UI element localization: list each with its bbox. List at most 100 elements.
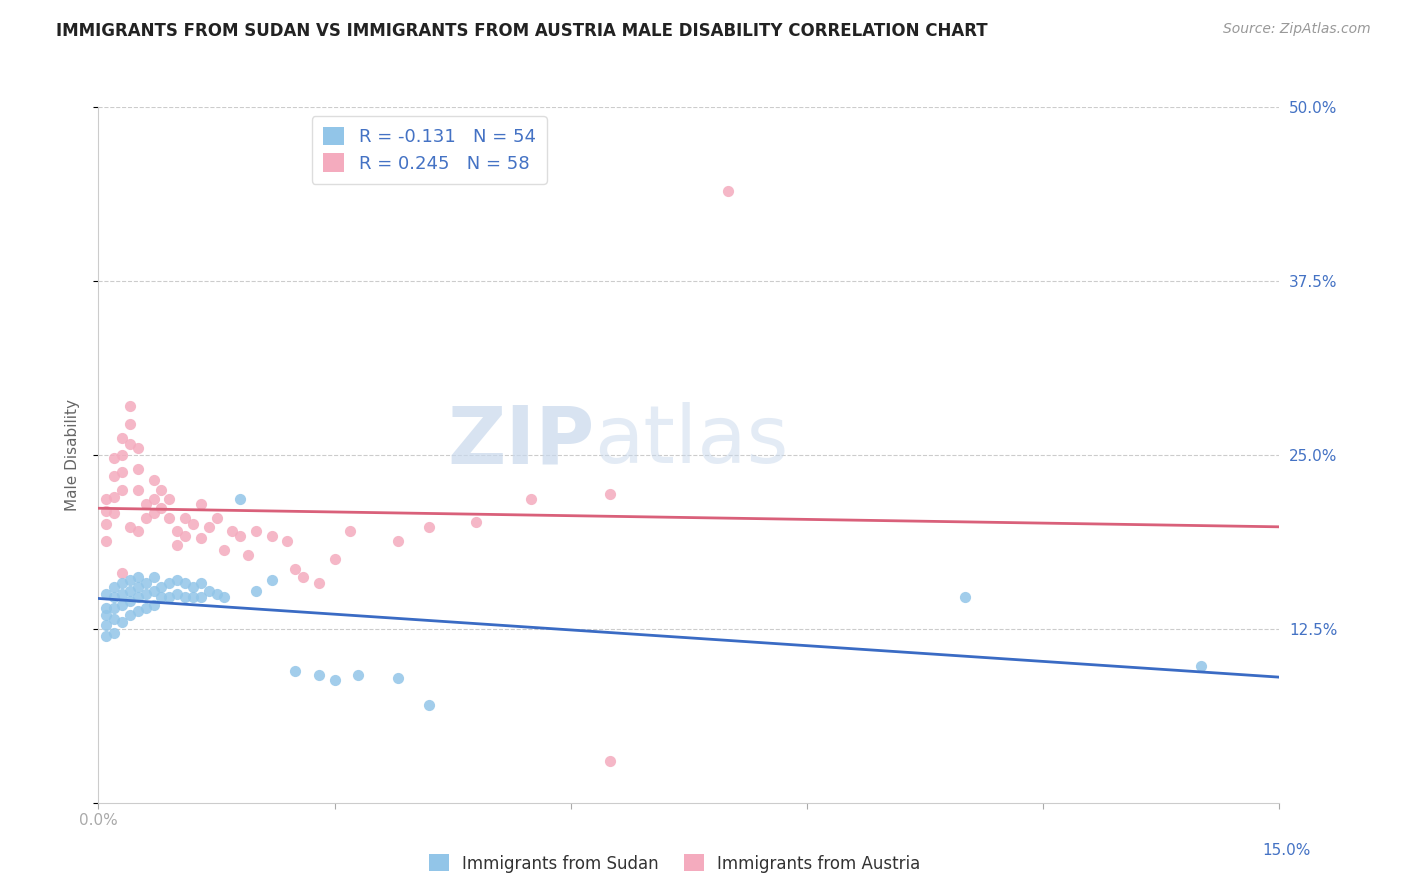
Point bbox=[418, 698, 440, 713]
Point bbox=[953, 590, 976, 604]
Point bbox=[181, 517, 204, 532]
Text: Source: ZipAtlas.com: Source: ZipAtlas.com bbox=[1223, 22, 1371, 37]
Point bbox=[103, 601, 125, 615]
Point bbox=[127, 580, 149, 594]
Point bbox=[166, 587, 188, 601]
Point bbox=[166, 524, 188, 539]
Point bbox=[96, 607, 118, 622]
Point bbox=[103, 590, 125, 604]
Point bbox=[111, 598, 134, 612]
Point bbox=[118, 573, 141, 587]
Point bbox=[157, 510, 180, 524]
Point bbox=[127, 570, 149, 584]
Point bbox=[96, 503, 118, 517]
Point bbox=[276, 534, 298, 549]
Point bbox=[157, 576, 180, 591]
Point bbox=[135, 601, 157, 615]
Point bbox=[150, 590, 173, 604]
Point bbox=[142, 492, 165, 507]
Point bbox=[103, 450, 125, 465]
Point bbox=[166, 573, 188, 587]
Point bbox=[323, 673, 346, 688]
Point bbox=[181, 580, 204, 594]
Point bbox=[292, 570, 315, 584]
Point bbox=[118, 399, 141, 413]
Point bbox=[157, 492, 180, 507]
Point bbox=[142, 507, 165, 521]
Point bbox=[103, 468, 125, 483]
Text: IMMIGRANTS FROM SUDAN VS IMMIGRANTS FROM AUSTRIA MALE DISABILITY CORRELATION CHA: IMMIGRANTS FROM SUDAN VS IMMIGRANTS FROM… bbox=[56, 22, 988, 40]
Point bbox=[190, 576, 212, 591]
Legend: Immigrants from Sudan, Immigrants from Austria: Immigrants from Sudan, Immigrants from A… bbox=[422, 847, 928, 880]
Point bbox=[118, 584, 141, 599]
Point bbox=[96, 617, 118, 632]
Point bbox=[205, 510, 228, 524]
Point bbox=[174, 590, 197, 604]
Point bbox=[150, 580, 173, 594]
Point bbox=[245, 584, 267, 599]
Point bbox=[347, 667, 370, 681]
Point bbox=[127, 590, 149, 604]
Point bbox=[236, 548, 259, 562]
Point bbox=[111, 615, 134, 629]
Point bbox=[118, 594, 141, 608]
Point bbox=[157, 590, 180, 604]
Point bbox=[142, 570, 165, 584]
Point bbox=[520, 492, 543, 507]
Point bbox=[599, 754, 621, 768]
Point bbox=[135, 587, 157, 601]
Point bbox=[339, 524, 361, 539]
Point bbox=[181, 590, 204, 604]
Legend: R = -0.131   N = 54, R = 0.245   N = 58: R = -0.131 N = 54, R = 0.245 N = 58 bbox=[312, 116, 547, 184]
Text: ZIP: ZIP bbox=[447, 402, 595, 480]
Point bbox=[111, 431, 134, 445]
Point bbox=[127, 524, 149, 539]
Point bbox=[111, 448, 134, 462]
Point bbox=[418, 520, 440, 534]
Point bbox=[127, 483, 149, 497]
Point bbox=[150, 483, 173, 497]
Point bbox=[197, 584, 219, 599]
Point bbox=[142, 598, 165, 612]
Point bbox=[142, 473, 165, 487]
Point bbox=[142, 584, 165, 599]
Point bbox=[103, 612, 125, 626]
Point bbox=[214, 542, 236, 557]
Point bbox=[197, 520, 219, 534]
Point bbox=[174, 528, 197, 542]
Point bbox=[96, 601, 118, 615]
Point bbox=[103, 507, 125, 521]
Point bbox=[150, 500, 173, 515]
Y-axis label: Male Disability: Male Disability bbox=[65, 399, 80, 511]
Point bbox=[135, 576, 157, 591]
Point bbox=[127, 604, 149, 618]
Point bbox=[111, 587, 134, 601]
Point bbox=[135, 510, 157, 524]
Point bbox=[96, 534, 118, 549]
Point bbox=[229, 528, 252, 542]
Point bbox=[174, 510, 197, 524]
Point bbox=[323, 552, 346, 566]
Point bbox=[260, 528, 283, 542]
Point bbox=[127, 441, 149, 455]
Point bbox=[599, 487, 621, 501]
Point bbox=[465, 515, 488, 529]
Point bbox=[96, 492, 118, 507]
Point bbox=[190, 532, 212, 546]
Point bbox=[103, 626, 125, 640]
Point bbox=[387, 534, 409, 549]
Point bbox=[387, 671, 409, 685]
Point bbox=[135, 497, 157, 511]
Point bbox=[103, 580, 125, 594]
Point bbox=[190, 590, 212, 604]
Point bbox=[166, 538, 188, 552]
Point bbox=[245, 524, 267, 539]
Point bbox=[96, 629, 118, 643]
Point bbox=[118, 437, 141, 451]
Point bbox=[214, 590, 236, 604]
Point bbox=[96, 517, 118, 532]
Point bbox=[118, 520, 141, 534]
Point bbox=[111, 465, 134, 479]
Point bbox=[1189, 659, 1212, 673]
Point bbox=[96, 587, 118, 601]
